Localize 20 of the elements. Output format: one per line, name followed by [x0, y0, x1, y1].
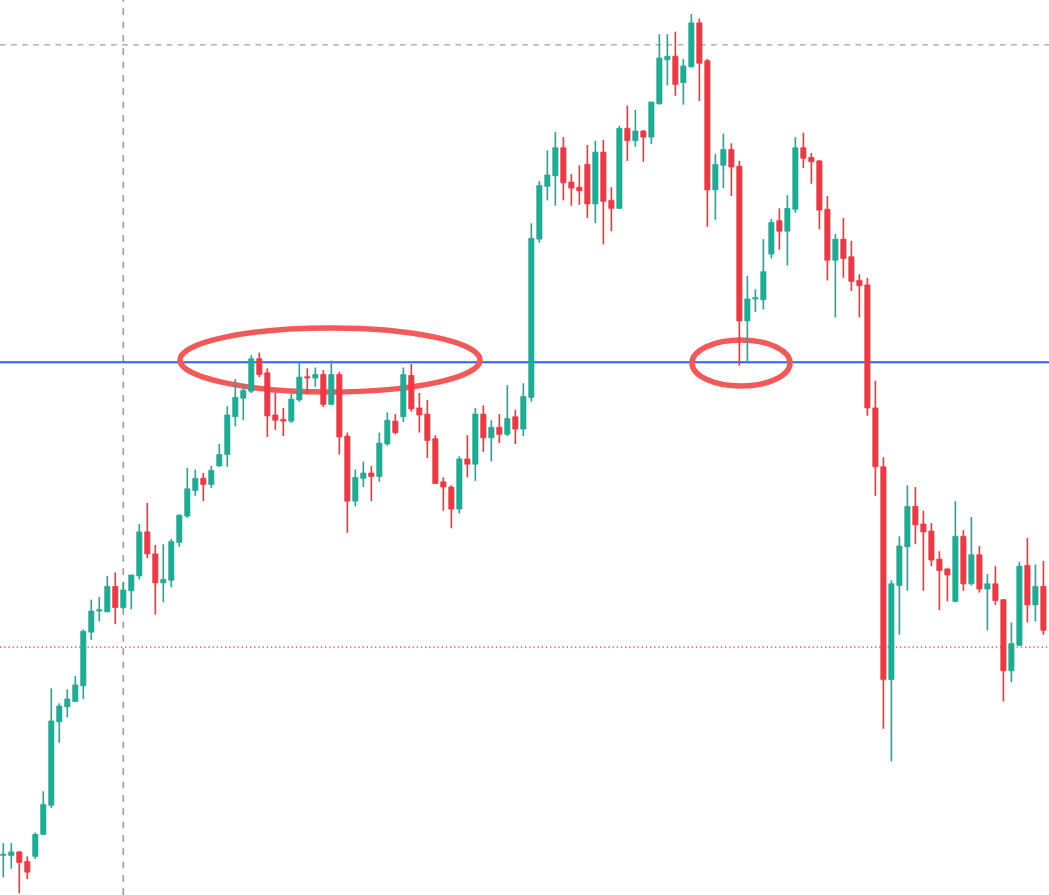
candlestick [832, 233, 839, 319]
candlestick [632, 109, 639, 148]
candlestick [624, 104, 631, 162]
candlestick [776, 207, 783, 251]
candlestick [208, 465, 215, 489]
candlestick [640, 129, 647, 163]
candlestick [312, 366, 319, 388]
candlestick [200, 472, 207, 502]
candlestick [1032, 563, 1039, 623]
candlestick [512, 408, 519, 445]
candlestick [112, 571, 119, 626]
candlestick [496, 413, 503, 444]
candlestick [488, 419, 495, 463]
candlestick [464, 434, 471, 479]
candlestick [304, 367, 311, 395]
candlestick [984, 573, 991, 632]
candlestick [504, 384, 511, 437]
candlestick [392, 413, 399, 436]
candlestick [368, 465, 375, 502]
candlestick [480, 404, 487, 453]
